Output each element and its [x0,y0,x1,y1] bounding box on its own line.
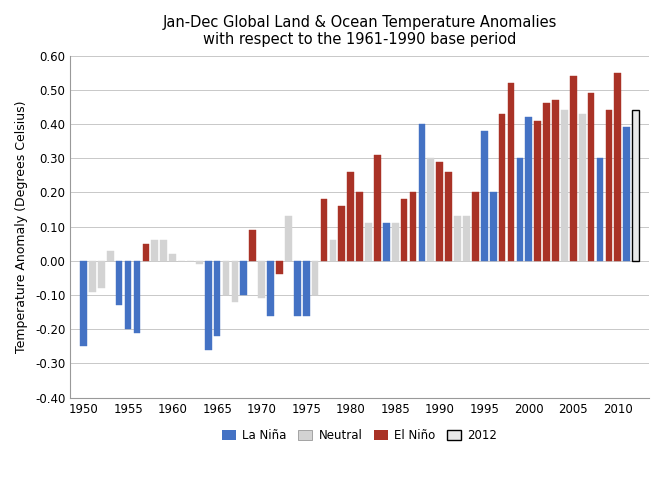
Bar [472,192,479,261]
Bar [329,240,336,261]
Bar [339,206,345,261]
Bar [365,223,372,261]
Bar [392,223,398,261]
Bar [240,261,247,295]
Bar [80,261,87,346]
Bar [623,127,630,261]
Bar [267,261,274,316]
Bar [222,261,229,295]
Bar [401,199,408,261]
Y-axis label: Temperature Anomaly (Degrees Celsius): Temperature Anomaly (Degrees Celsius) [15,100,28,353]
Bar [561,110,568,261]
Bar [321,199,327,261]
Bar [258,261,265,298]
Bar [418,124,425,261]
Bar [107,250,114,261]
Bar [250,230,256,261]
Bar [143,244,149,261]
Bar [303,261,309,316]
Bar [552,100,559,261]
Bar [606,110,612,261]
Bar [428,158,434,261]
Bar [535,121,541,261]
Bar [160,240,167,261]
Bar [383,223,390,261]
Bar [597,158,604,261]
Bar [454,216,461,261]
Bar [151,240,158,261]
Bar [133,261,140,333]
Bar [311,261,319,295]
Bar [436,161,443,261]
Bar [294,261,301,316]
Bar [463,216,470,261]
Bar [374,155,380,261]
Bar [169,254,176,261]
Title: Jan-Dec Global Land & Ocean Temperature Anomalies
with respect to the 1961-1990 : Jan-Dec Global Land & Ocean Temperature … [163,15,557,47]
Bar [196,261,203,264]
Bar [543,104,550,261]
Bar [579,114,586,261]
Bar [499,114,505,261]
Bar [517,158,523,261]
Bar [614,73,622,261]
Bar [357,192,363,261]
Bar [98,261,105,288]
Bar [525,117,532,261]
Bar [214,261,220,336]
Bar [125,261,131,329]
Bar [588,93,594,261]
Bar [508,83,515,261]
Bar [116,261,122,305]
Bar [410,192,416,261]
Legend: La Niña, Neutral, El Niño, 2012: La Niña, Neutral, El Niño, 2012 [217,424,502,447]
Bar [232,261,238,302]
Bar [490,192,497,261]
Bar [446,172,452,261]
Bar [285,216,291,261]
Bar [205,261,212,350]
Bar [481,131,487,261]
Bar [89,261,96,292]
Bar [276,261,283,274]
Bar [632,110,639,261]
Bar [570,76,576,261]
Bar [347,172,354,261]
